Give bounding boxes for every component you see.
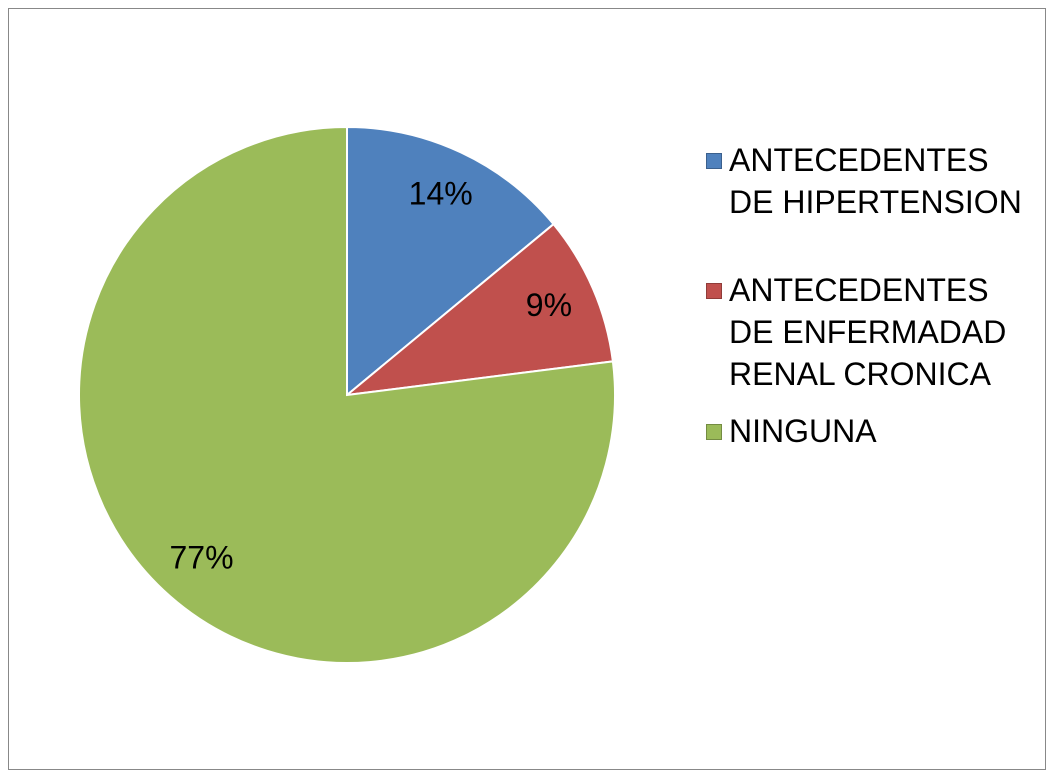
pie-slice <box>78 125 616 664</box>
data-label: 14% <box>409 175 473 211</box>
pie-slice <box>343 222 615 397</box>
legend-label: NINGUNA <box>729 413 877 449</box>
legend-entry: ANTECEDENTES DE ENFERMADAD RENAL CRONICA <box>706 269 1051 395</box>
legend-entry: ANTECEDENTES DE HIPERTENSION <box>706 139 1051 223</box>
legend-marker <box>706 153 722 169</box>
data-label: 77% <box>169 539 233 575</box>
legend-entry: NINGUNA <box>706 410 1051 452</box>
legend-marker <box>706 283 722 299</box>
data-label: 9% <box>526 287 572 323</box>
legend-label: ANTECEDENTES DE HIPERTENSION <box>729 142 1022 220</box>
legend: ANTECEDENTES DE HIPERTENSION ANTECEDENTES… <box>706 139 1051 452</box>
legend-marker <box>706 424 722 440</box>
pie-slice <box>346 125 555 398</box>
legend-label: ANTECEDENTES DE ENFERMADAD RENAL CRONICA <box>729 272 1007 392</box>
